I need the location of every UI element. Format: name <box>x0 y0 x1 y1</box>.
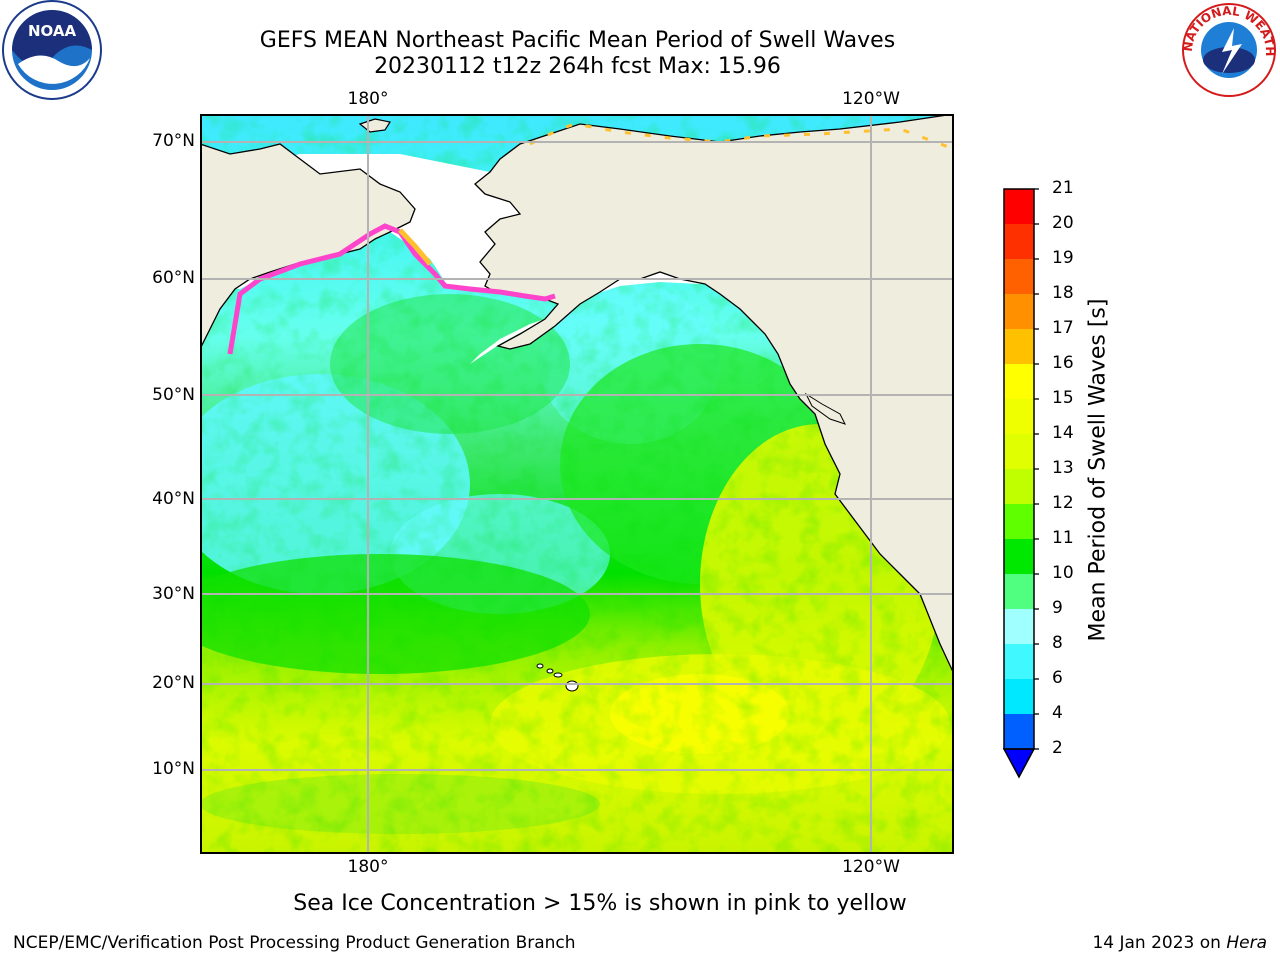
colorbar <box>1000 185 1040 785</box>
colorbar-segment <box>1004 399 1034 434</box>
sea-ice-edge-arctic <box>529 122 954 151</box>
colorbar-segment <box>1004 329 1034 364</box>
colorbar-segment <box>1004 189 1034 224</box>
colorbar-tick-label: 6 <box>1052 668 1063 688</box>
colorbar-tick-label: 4 <box>1052 703 1063 723</box>
footer-credit: NCEP/EMC/Verification Post Processing Pr… <box>13 933 576 953</box>
lat-label-70n: 70°N <box>152 131 195 151</box>
colorbar-graphic <box>1002 188 1039 779</box>
colorbar-segment <box>1004 364 1034 399</box>
colorbar-tick-label: 17 <box>1052 318 1074 338</box>
nws-logo: NATIONAL WEATHER SERVICE <box>1173 0 1280 100</box>
map-frame <box>200 114 954 854</box>
colorbar-tick-label: 15 <box>1052 388 1074 408</box>
colorbar-tick-label: 21 <box>1052 178 1074 198</box>
lat-label-60n: 60°N <box>152 268 195 288</box>
noaa-logo-text: NOAA <box>28 22 77 40</box>
lat-label-20n: 20°N <box>152 673 195 693</box>
map-panel <box>200 114 954 854</box>
colorbar-tick-label: 14 <box>1052 423 1074 443</box>
footer-machine: Hera <box>1226 933 1267 953</box>
footer-date-machine: 14 Jan 2023 on Hera <box>1092 933 1267 953</box>
colorbar-segment <box>1004 294 1034 329</box>
colorbar-tick-label: 16 <box>1052 353 1074 373</box>
map-subtitle: 20230112 t12z 264h fcst Max: 15.96 <box>374 54 781 79</box>
colorbar-extend-triangle <box>1002 748 1036 779</box>
colorbar-segment <box>1004 224 1034 259</box>
lon-label-bottom-120w: 120°W <box>842 857 900 877</box>
colorbar-segment <box>1004 714 1034 749</box>
lat-label-10n: 10°N <box>152 759 195 779</box>
colorbar-tick-label: 18 <box>1052 283 1074 303</box>
noaa-logo: NOAA <box>0 0 104 100</box>
lon-label-top-120w: 120°W <box>842 89 900 109</box>
sea-ice-note: Sea Ice Concentration > 15% is shown in … <box>293 891 907 916</box>
colorbar-segment <box>1004 469 1034 504</box>
colorbar-segment <box>1004 504 1034 539</box>
colorbar-segment <box>1004 259 1034 294</box>
lon-label-bottom-180: 180° <box>347 857 389 877</box>
colorbar-tick-label: 19 <box>1052 248 1074 268</box>
colorbar-segment <box>1004 679 1034 714</box>
colorbar-tick-label: 13 <box>1052 458 1074 478</box>
sea-ice-edge-anadyr <box>398 228 432 266</box>
colorbar-tick-label: 12 <box>1052 493 1074 513</box>
colorbar-segment <box>1004 574 1034 609</box>
colorbar-segment <box>1004 539 1034 574</box>
colorbar-segment <box>1004 644 1034 679</box>
colorbar-label: Mean Period of Swell Waves [s] <box>1085 298 1111 642</box>
lat-label-50n: 50°N <box>152 385 195 405</box>
vancouver-island <box>804 392 846 425</box>
footer-date: 14 Jan 2023 on <box>1092 933 1227 953</box>
colorbar-tick-label: 20 <box>1052 213 1074 233</box>
siberia-land <box>200 143 416 350</box>
lat-label-30n: 30°N <box>152 584 195 604</box>
lon-label-top-180: 180° <box>347 89 389 109</box>
lat-label-40n: 40°N <box>152 489 195 509</box>
colorbar-tick-label: 2 <box>1052 738 1063 758</box>
colorbar-segment <box>1004 434 1034 469</box>
map-title: GEFS MEAN Northeast Pacific Mean Period … <box>259 28 896 53</box>
colorbar-tick-label: 8 <box>1052 633 1063 653</box>
colorbar-tick-label: 9 <box>1052 598 1063 618</box>
graticule <box>200 114 954 854</box>
north-america-land <box>474 114 954 675</box>
colorbar-tick-label: 11 <box>1052 528 1074 548</box>
colorbar-tick-label: 10 <box>1052 563 1074 583</box>
sea-ice-edge-bering <box>227 223 556 355</box>
colorbar-segment <box>1004 609 1034 644</box>
